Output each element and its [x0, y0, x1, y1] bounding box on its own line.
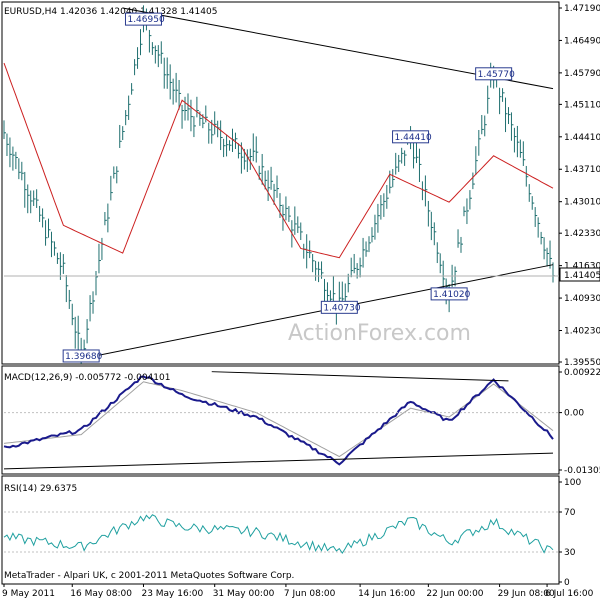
- annotation-box: [392, 130, 430, 144]
- annotation-text: 1.45770: [478, 70, 515, 80]
- annotation-text: 1.41020: [433, 290, 470, 300]
- macd-tick-label: 0.009229: [564, 368, 600, 378]
- x-tick-label: 29 Jun 08:00: [498, 589, 555, 599]
- macd-signal-line: [3, 381, 554, 458]
- x-tick-label: 22 Jun 00:00: [426, 589, 483, 599]
- price-tick-label: 1.45790: [564, 69, 600, 79]
- macd-label: MACD(12,26,9) -0.005772 -0.004101: [4, 373, 170, 383]
- rsi-line: [3, 514, 554, 555]
- price-tick-label: 1.43010: [564, 198, 600, 208]
- macd-panel-frame: [1, 365, 560, 475]
- price-annotation: 1.40730: [320, 300, 361, 314]
- x-tick-label: 23 May 16:00: [141, 589, 203, 599]
- price-tick-label: 1.46490: [564, 36, 600, 46]
- rsi-tick-label: 100: [564, 478, 581, 488]
- current-price-tag: 1.41405: [559, 267, 600, 282]
- footer-copyright: MetaTrader - Alpari UK, c 2001-2011 Meta…: [4, 571, 294, 581]
- annotation-box: [124, 12, 162, 26]
- price-tick-label: 1.39550: [564, 358, 600, 368]
- rsi-layer: [3, 511, 559, 555]
- rsi-tick-label: 30: [564, 548, 576, 558]
- x-tick-label: 9 May 2011: [2, 589, 55, 599]
- annotation-text: 1.46950: [127, 15, 164, 25]
- price-tick-label: 1.41630: [564, 262, 600, 272]
- price-annotation: 1.44410: [392, 130, 432, 144]
- price-annotation: 1.45770: [475, 67, 515, 81]
- x-tick-label: 14 Jun 16:00: [358, 589, 415, 599]
- macd-lower-trendline: [3, 452, 554, 470]
- macd-tick-label: 0.00: [564, 409, 584, 419]
- price-header: EURUSD,H4 1.42036 1.42040 1.41328 1.4140…: [4, 7, 217, 17]
- axis-layer: 1.47190 1.46490 1.45790 1.45110 1.44410 1.437…: [2, 4, 600, 599]
- annotation-box: [475, 67, 513, 81]
- x-tick-label: 7 Jun 08:00: [284, 589, 336, 599]
- price-tick-label: 1.47190: [564, 4, 600, 14]
- price-annotation: 1.46950: [124, 12, 165, 26]
- price-tick-label: 1.40930: [564, 294, 600, 304]
- price-tick-label: 1.45110: [564, 100, 600, 110]
- rsi-tick-label: 70: [564, 508, 576, 518]
- macd-upper-trendline: [211, 371, 509, 382]
- annotation-box: [430, 287, 468, 301]
- annotation-box: [62, 349, 100, 363]
- price-tick-label: 1.44410: [564, 133, 600, 143]
- rsi-panel-frame: [1, 475, 560, 585]
- annotation-text: 1.44410: [395, 133, 432, 143]
- x-tick-label: 31 May 00:00: [213, 589, 275, 599]
- current-price-text: 1.41405: [564, 271, 600, 281]
- annotation-text: 1.40730: [323, 303, 360, 313]
- annotation-box: [320, 300, 358, 314]
- price-annotation: 1.41020: [430, 287, 471, 301]
- moving-average-line: [3, 62, 554, 259]
- price-tick-label: 1.43710: [564, 165, 600, 175]
- macd-main-line: [3, 375, 554, 466]
- annotation-text: 1.39680: [65, 352, 102, 362]
- price-tick-label: 1.42330: [564, 229, 600, 239]
- rsi-tick-label: 0: [564, 578, 570, 588]
- price-layer: 1.46950 1.45770 1.44410 1.40730 1.41020 1.396…: [3, 5, 559, 364]
- price-annotation: 1.39680: [62, 349, 103, 363]
- x-tick-label: 16 May 08:00: [70, 589, 132, 599]
- lower-trendline: [81, 264, 554, 360]
- price-panel-frame: [1, 1, 560, 365]
- macd-tick-label: -0.01305: [564, 466, 600, 476]
- watermark: ActionForex.com: [288, 321, 471, 346]
- x-tick-label: 6 Jul 16:00: [545, 589, 594, 599]
- macd-layer: [3, 371, 559, 470]
- rsi-label: RSI(14) 29.6375: [4, 484, 77, 494]
- price-tick-label: 1.40230: [564, 326, 600, 336]
